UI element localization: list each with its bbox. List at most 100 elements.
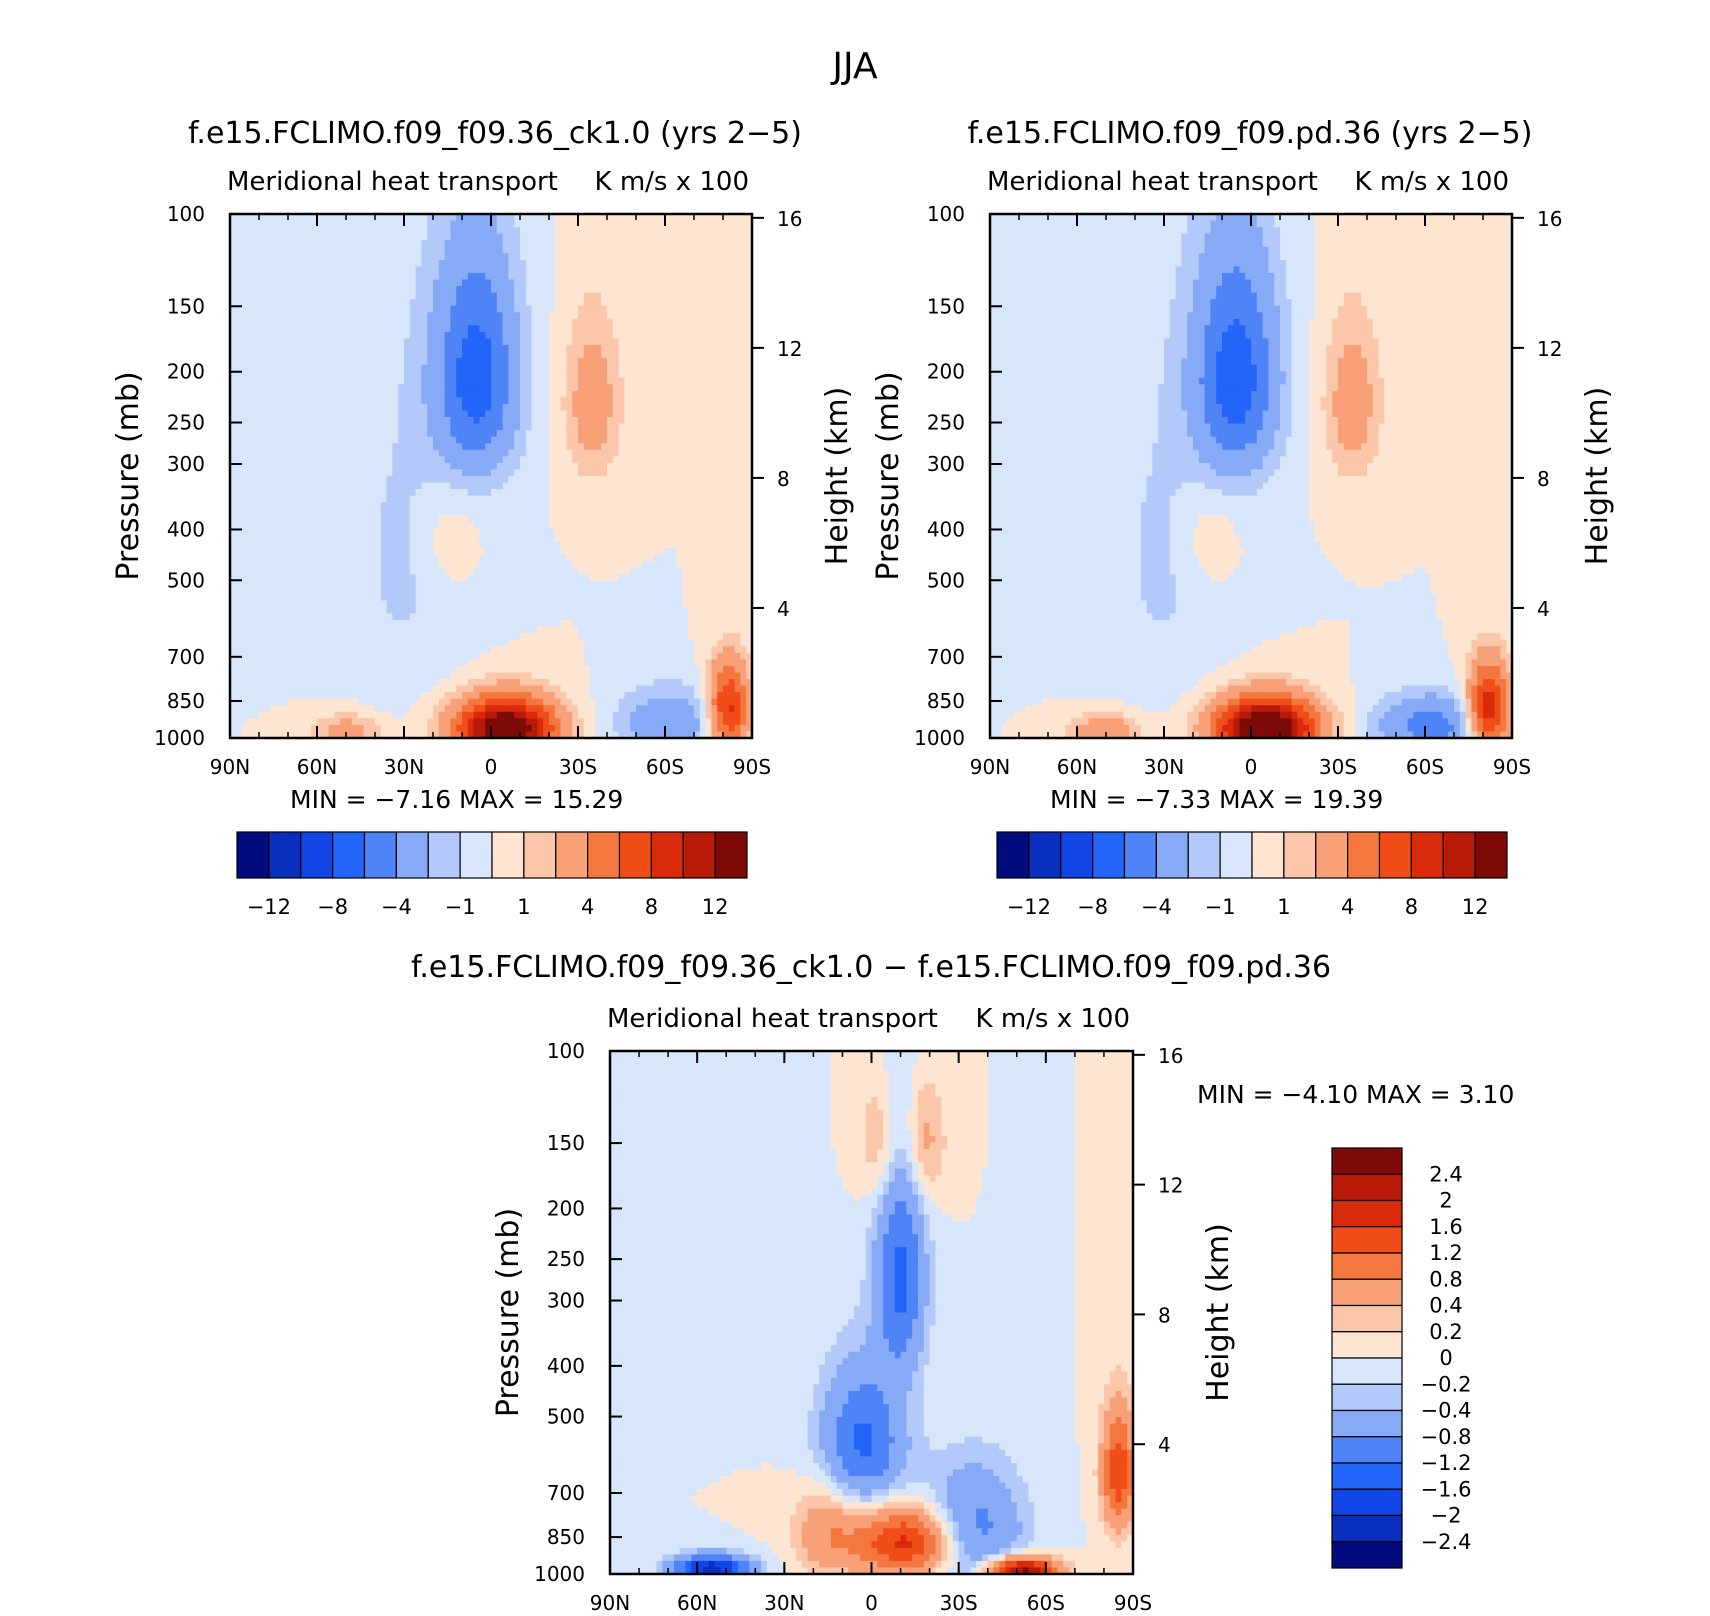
contour-cell <box>543 476 549 483</box>
contour-cell <box>694 489 700 496</box>
contour-cell <box>561 332 567 339</box>
contour-cell <box>682 397 688 404</box>
contour-cell <box>624 561 630 568</box>
contour-cell <box>346 325 352 332</box>
contour-cell <box>700 299 706 306</box>
contour-cell <box>410 221 416 228</box>
contour-cell <box>688 561 694 568</box>
contour-cell <box>566 404 572 411</box>
contour-cell <box>468 247 474 254</box>
contour-cell <box>421 515 427 522</box>
contour-cell <box>642 253 648 260</box>
contour-cell <box>555 286 561 293</box>
contour-cell <box>578 450 584 457</box>
contour-cell <box>363 293 369 300</box>
contour-cell <box>311 299 317 306</box>
contour-cell <box>659 404 665 411</box>
contour-cell <box>514 391 520 398</box>
contour-cell <box>561 568 567 575</box>
contour-cell <box>340 352 346 359</box>
contour-cell <box>456 391 462 398</box>
contour-cell <box>566 561 572 568</box>
contour-cell <box>363 437 369 444</box>
contour-cell <box>340 286 346 293</box>
contour-cell <box>578 293 584 300</box>
contour-cell <box>671 476 677 483</box>
contour-cell <box>329 411 335 418</box>
contour-cell <box>421 240 427 247</box>
contour-cell <box>706 411 712 418</box>
contour-cell <box>677 221 683 228</box>
contour-cell <box>642 371 648 378</box>
contour-cell <box>265 338 271 345</box>
contour-cell <box>497 509 503 516</box>
contour-cell <box>537 299 543 306</box>
contour-cell <box>508 417 514 424</box>
contour-cell <box>735 234 741 241</box>
contour-cell <box>590 293 596 300</box>
contour-cell <box>503 306 509 313</box>
contour-cell <box>648 352 654 359</box>
contour-cell <box>392 568 398 575</box>
contour-cell <box>601 338 607 345</box>
contour-cell <box>253 358 259 365</box>
contour-cell <box>485 286 491 293</box>
contour-cell <box>624 286 630 293</box>
contour-cell <box>369 227 375 234</box>
contour-cell <box>439 338 445 345</box>
contour-cell <box>410 352 416 359</box>
contour-cell <box>242 325 248 332</box>
contour-cell <box>433 456 439 463</box>
contour-cell <box>404 568 410 575</box>
contour-cell <box>549 319 555 326</box>
contour-cell <box>508 535 514 542</box>
contour-cell <box>427 535 433 542</box>
contour-cell <box>717 417 723 424</box>
contour-cell <box>601 240 607 247</box>
contour-cell <box>630 325 636 332</box>
contour-cell <box>410 535 416 542</box>
contour-cell <box>340 548 346 555</box>
contour-cell <box>590 240 596 247</box>
contour-cell <box>346 319 352 326</box>
contour-cell <box>311 312 317 319</box>
contour-cell <box>665 417 671 424</box>
contour-cell <box>671 437 677 444</box>
contour-cell <box>468 437 474 444</box>
contour-cell <box>462 280 468 287</box>
contour-cell <box>595 489 601 496</box>
contour-cell <box>671 325 677 332</box>
contour-cell <box>688 234 694 241</box>
contour-cell <box>485 371 491 378</box>
contour-cell <box>503 280 509 287</box>
contour-cell <box>543 378 549 385</box>
contour-cell <box>566 496 572 503</box>
contour-cell <box>323 528 329 535</box>
contour-cell <box>300 293 306 300</box>
contour-cell <box>375 345 381 352</box>
contour-cell <box>595 469 601 476</box>
contour-cell <box>236 293 242 300</box>
contour-cell <box>329 247 335 254</box>
contour-cell <box>294 293 300 300</box>
contour-cell <box>578 266 584 273</box>
contour-cell <box>340 234 346 241</box>
contour-cell <box>590 476 596 483</box>
contour-cell <box>311 509 317 516</box>
contour-cell <box>659 306 665 313</box>
contour-cell <box>561 325 567 332</box>
contour-cell <box>555 306 561 313</box>
contour-cell <box>561 515 567 522</box>
contour-cell <box>497 502 503 509</box>
contour-cell <box>433 299 439 306</box>
contour-cell <box>265 515 271 522</box>
contour-cell <box>282 417 288 424</box>
contour-cell <box>566 260 572 267</box>
contour-cell <box>549 299 555 306</box>
contour-cell <box>706 417 712 424</box>
contour-cell <box>242 456 248 463</box>
contour-cell <box>340 555 346 562</box>
contour-cell <box>740 456 746 463</box>
contour-cell <box>265 306 271 313</box>
contour-cell <box>642 430 648 437</box>
